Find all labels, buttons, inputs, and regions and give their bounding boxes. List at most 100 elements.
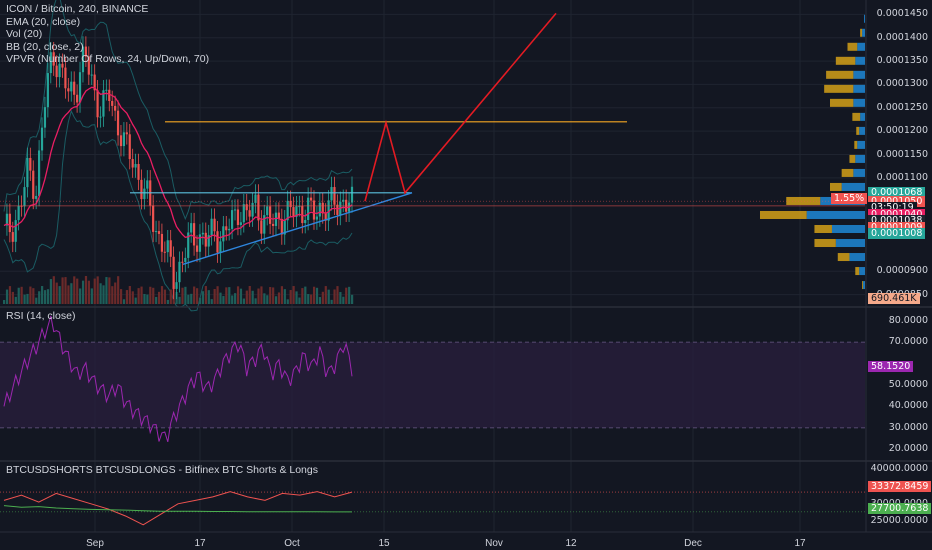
trend-drawings[interactable] [0, 12, 865, 265]
candle-body [207, 235, 210, 247]
volume-bar [274, 296, 278, 304]
volume-bar [298, 297, 301, 304]
price-tick-label: 0.0001250 [876, 101, 928, 113]
price-tick-label: 0.0001100 [876, 171, 928, 183]
vpvr-up-bar [859, 126, 865, 135]
volume-bar [310, 294, 313, 304]
candle-body [26, 157, 29, 188]
candle-body [283, 220, 286, 235]
candle-body [137, 163, 140, 180]
volume-bar [333, 289, 336, 304]
vpvr-legend[interactable]: VPVR (Number Of Rows, 24, Up/Down, 70) [6, 53, 210, 65]
rsi-tick-label: 70.0000 [888, 336, 928, 348]
candle-body [239, 222, 242, 225]
volume-bar [307, 294, 310, 304]
main-legend: ICON / Bitcoin, 240, BINANCE EMA (20, cl… [6, 3, 209, 66]
price-tick-label: 0.0001350 [876, 55, 928, 67]
volume-bar [11, 291, 14, 304]
volume-bar [64, 277, 67, 304]
candle-body [181, 261, 184, 263]
candle-body [23, 187, 26, 207]
vpvr-down-bar [854, 140, 858, 149]
volume-bar [254, 298, 257, 304]
volume-bar [251, 290, 254, 304]
candle-body [61, 63, 64, 68]
time-tick-label: 12 [565, 538, 577, 549]
volume-bar [312, 286, 316, 304]
volume-legend[interactable]: Vol (20) [6, 28, 43, 40]
volume-bar [166, 299, 169, 304]
volume-bar [327, 289, 330, 304]
volume-bar [29, 286, 32, 304]
pane-separators[interactable] [0, 0, 932, 533]
symbol-title[interactable]: ICON / Bitcoin, 240, BINANCE [6, 3, 149, 15]
candle-body [184, 257, 187, 262]
ema-legend[interactable]: EMA (20, close) [6, 15, 81, 28]
time-tick-label: 17 [794, 538, 806, 549]
price-tag: 0.0001040 [868, 208, 926, 220]
chart-grid [0, 0, 865, 532]
volume-bar [137, 288, 140, 304]
volume-bar [260, 286, 263, 304]
candle-body [87, 56, 90, 75]
vpvr-down-bar [786, 196, 821, 205]
volume-bar [222, 296, 225, 304]
volume-bar [35, 297, 38, 304]
price-tag: 0.0001009 [868, 221, 926, 233]
candle-body [292, 207, 295, 217]
candle-body [298, 206, 301, 208]
candle-body [58, 63, 61, 78]
candle-body [29, 157, 32, 171]
candle-body [219, 241, 222, 253]
shorts-longs-legend[interactable]: BTCUSDSHORTS BTCUSDLONGS - Bitfinex BTC … [6, 464, 318, 476]
candle-body [17, 205, 20, 221]
vpvr-down-bar [830, 98, 854, 107]
volume-bar [269, 287, 272, 304]
candle-body [342, 199, 345, 202]
candle-body [8, 213, 11, 233]
rsi-pane [0, 315, 865, 443]
rsi-legend[interactable]: RSI (14, close) [6, 310, 76, 322]
volume-bar [193, 286, 196, 304]
vpvr-up-bar [853, 98, 865, 107]
vpvr-down-bar [830, 182, 842, 191]
candle-body [260, 220, 263, 234]
vpvr-down-bar [841, 168, 854, 177]
volume-bar [146, 294, 149, 304]
candle-body [37, 150, 41, 196]
candle-body [324, 213, 327, 221]
price-tick-label: 0.0001200 [876, 125, 928, 137]
volume-bar [49, 279, 52, 304]
volume-bar [286, 299, 289, 304]
change-badge: 1.55% [831, 193, 868, 204]
price-tag: 0.0001008 [868, 228, 926, 240]
volume-bar [283, 289, 286, 304]
price-tag: 03:50:19 [868, 202, 917, 214]
candle-body [108, 89, 111, 102]
volume-bar [339, 292, 342, 304]
volume-bar [108, 277, 111, 304]
candle-body [222, 226, 225, 242]
vpvr-down-bar [847, 42, 858, 51]
candle-body [271, 223, 275, 226]
candle-body [295, 206, 298, 217]
candle-body [327, 200, 330, 221]
vpvr-down-bar [837, 253, 850, 262]
ema-line [3, 86, 353, 239]
rsi-tick-label: 20.0000 [888, 443, 928, 455]
volume-bar [5, 289, 9, 304]
volume-bar [119, 289, 123, 304]
rsi-tick-label: 50.0000 [888, 379, 928, 390]
volume-bar [149, 286, 152, 304]
candle-body [274, 212, 278, 226]
volume-bar [342, 296, 345, 304]
volume-bar [43, 290, 47, 304]
candle-body [122, 132, 125, 147]
vpvr-up-bar [841, 182, 865, 191]
candle-body [55, 65, 58, 78]
bollinger-legend[interactable]: BB (20, close, 2) [6, 40, 84, 53]
candle-body [11, 232, 14, 242]
volume-bar [67, 285, 70, 304]
volume-bar [242, 298, 245, 304]
